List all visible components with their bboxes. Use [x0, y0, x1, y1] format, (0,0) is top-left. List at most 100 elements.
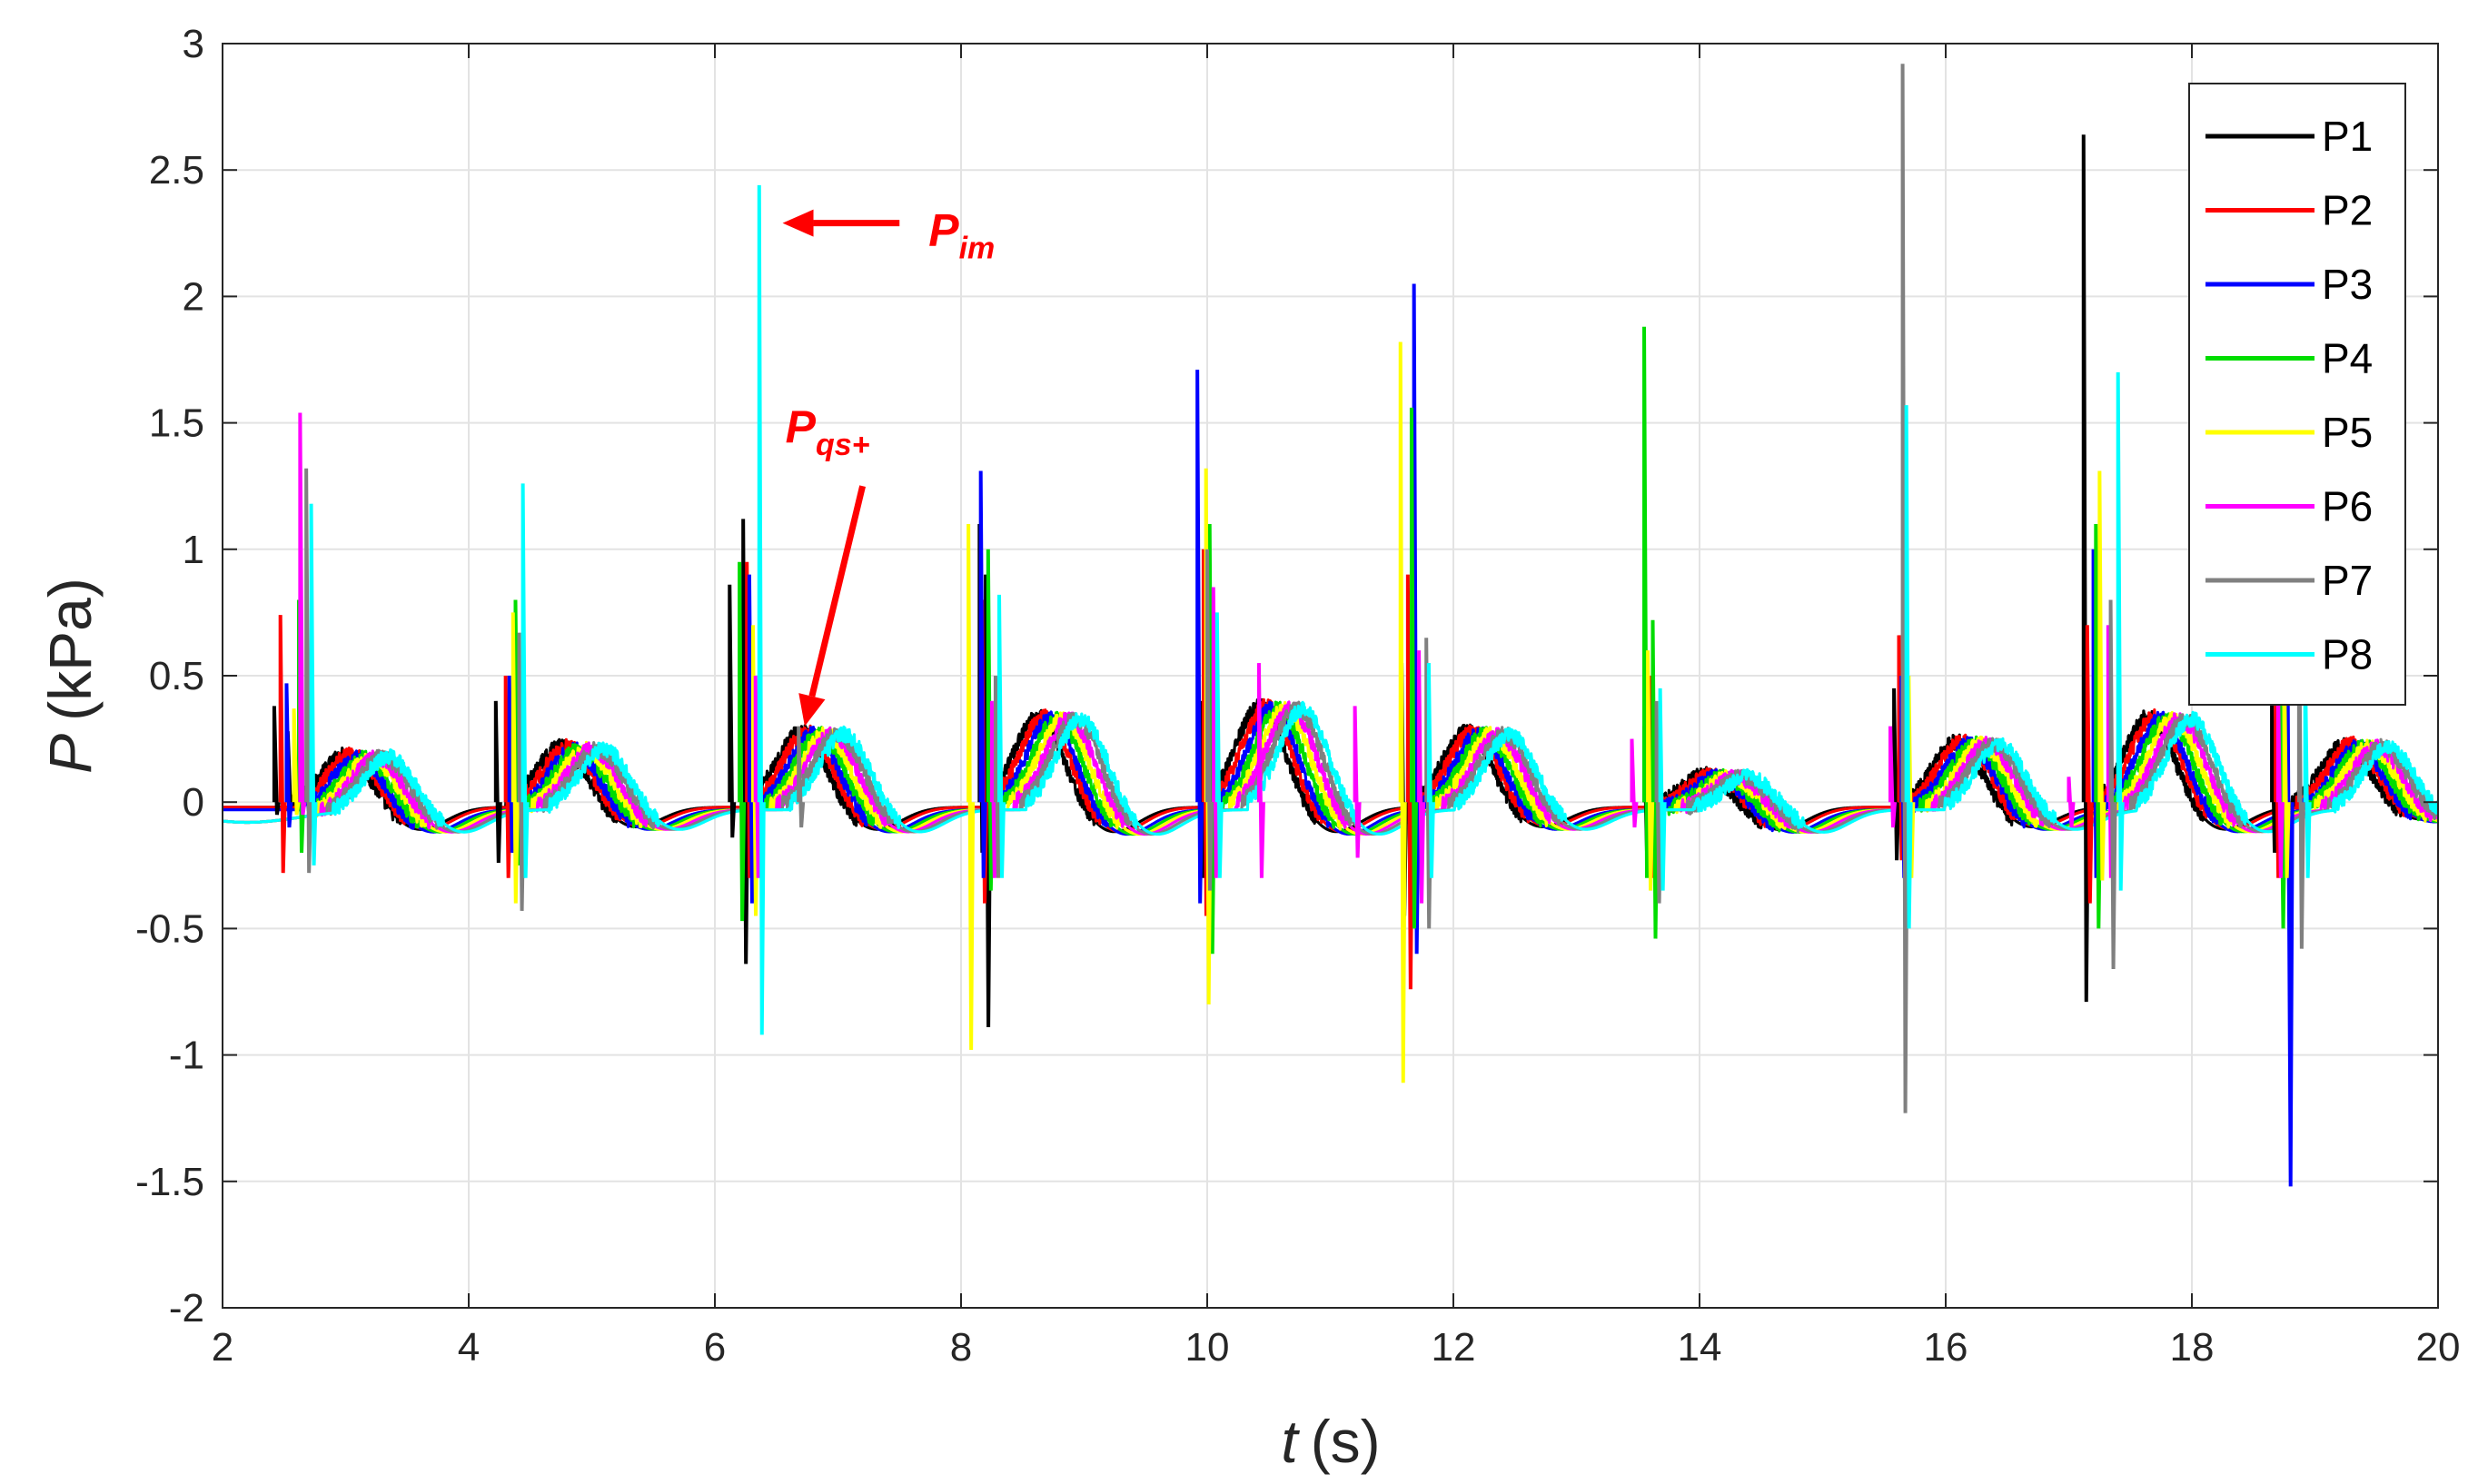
spike-P5: [2097, 470, 2106, 881]
spike-P1: [728, 584, 737, 838]
spike-P8: [520, 483, 530, 878]
spike-P8: [997, 594, 1006, 878]
spike-P5: [966, 523, 976, 1051]
spike-P4: [1642, 326, 1651, 878]
annotation-label-pim: Pim: [928, 205, 995, 266]
spike-P4: [1409, 407, 1418, 929]
spike-P4: [1650, 619, 1660, 939]
y-tick-label: -1: [169, 1034, 204, 1078]
spike-P8: [2116, 371, 2125, 891]
spike-P1: [2081, 134, 2090, 1003]
data-series: [223, 64, 2438, 1187]
y-axis-label: P(kPa): [36, 578, 104, 774]
spike-P4: [738, 561, 747, 922]
spike-P6: [1353, 706, 1362, 858]
spike-P8: [1426, 663, 1435, 878]
axis-ticks: 2 4 6 8 10 12 14 16 18 20 -2 -1.5 -1 -0.5 0 0.5 1 1.5 2 2.5…: [135, 22, 2460, 1370]
series-line-P1: [223, 697, 2438, 834]
legend-label-P6: P6: [2322, 483, 2373, 530]
x-tick-label: 10: [1185, 1325, 1230, 1370]
spike-P3: [747, 574, 756, 904]
spike-P1: [272, 706, 281, 816]
y-tick-label: 1.5: [149, 401, 204, 446]
x-axis-label: t (s): [1281, 1408, 1380, 1475]
spike-P6: [1630, 738, 1639, 828]
spike-P3: [284, 683, 293, 828]
spike-P8: [1214, 612, 1224, 878]
legend-label-P1: P1: [2322, 113, 2373, 160]
series-line-P4: [223, 700, 2438, 836]
annotation-arrowhead-pqs: [798, 693, 826, 727]
spike-P4: [2094, 523, 2103, 929]
legend-box: [2188, 83, 2406, 706]
spike-P2: [1405, 574, 1414, 990]
legend-label-P7: P7: [2322, 557, 2373, 604]
spike-P1: [493, 700, 502, 864]
x-tick-label: 18: [2170, 1325, 2215, 1370]
x-tick-label: 14: [1678, 1325, 1722, 1370]
spike-P3: [507, 675, 516, 853]
annotation-label-pqs: Pqs+: [786, 401, 870, 462]
x-tick-label: 20: [2416, 1325, 2461, 1370]
x-tick-label: 6: [704, 1325, 726, 1370]
spike-P4: [986, 549, 995, 891]
spike-P6: [753, 675, 762, 878]
spike-P1: [741, 519, 750, 965]
spike-P7: [1900, 64, 1909, 1113]
spike-P1: [2270, 700, 2279, 853]
y-tick-label: -2: [169, 1286, 204, 1331]
spike-P7: [2108, 599, 2117, 969]
spike-P5: [510, 612, 520, 904]
y-tick-label: 0: [183, 780, 204, 825]
spike-P7: [993, 675, 1002, 878]
spike-P6: [2067, 777, 2076, 828]
spike-P6: [1888, 726, 1898, 828]
spike-P8: [1904, 405, 1913, 929]
spike-P7: [517, 632, 526, 911]
spike-P1: [1892, 688, 1901, 861]
spike-P6: [1211, 587, 1220, 878]
spike-P3: [978, 470, 987, 878]
spike-P5: [292, 708, 301, 816]
legend: P1 P2 P3 P4 P5 P6 P7 P8: [2188, 83, 2406, 706]
spike-P8: [2303, 650, 2312, 878]
spike-P8: [757, 184, 766, 1035]
legend-label-P5: P5: [2322, 409, 2373, 456]
y-tick-label: 0.5: [149, 654, 204, 698]
y-tick-label: 2: [183, 274, 204, 319]
spike-P7: [304, 468, 313, 874]
x-tick-label: 12: [1432, 1325, 1476, 1370]
spike-P2: [503, 675, 512, 878]
spike-P6: [1256, 663, 1265, 878]
spike-P8: [1658, 688, 1667, 891]
spike-P5: [1398, 341, 1407, 1083]
legend-label-P3: P3: [2322, 261, 2373, 308]
spike-P5: [2282, 650, 2291, 878]
y-tick-label: 2.5: [149, 148, 204, 193]
spike-P6: [298, 412, 307, 816]
annotation-arrow-pqs: [808, 485, 867, 697]
spike-P7: [1205, 549, 1214, 891]
legend-label-P4: P4: [2322, 335, 2373, 382]
spike-P2: [278, 615, 287, 874]
x-tick-label: 2: [212, 1325, 233, 1370]
x-tick-label: 8: [950, 1325, 972, 1370]
y-tick-label: 3: [183, 22, 204, 66]
x-tick-label: 4: [458, 1325, 480, 1370]
spike-P2: [2085, 625, 2094, 904]
spike-P6: [1417, 650, 1426, 904]
y-tick-label: -0.5: [135, 906, 204, 951]
annotation-arrowhead-pim: [782, 209, 814, 237]
y-tick-label: 1: [183, 528, 204, 572]
spike-P5: [1646, 650, 1655, 891]
x-tick-label: 16: [1924, 1325, 1968, 1370]
legend-label-P2: P2: [2322, 187, 2373, 234]
spike-P3: [1195, 370, 1204, 904]
spike-P8: [309, 503, 318, 866]
spike-P3: [2285, 700, 2295, 1187]
legend-label-P8: P8: [2322, 631, 2373, 678]
y-tick-label: -1.5: [135, 1160, 204, 1204]
spike-P6: [2275, 675, 2285, 878]
spike-P7: [797, 726, 806, 828]
